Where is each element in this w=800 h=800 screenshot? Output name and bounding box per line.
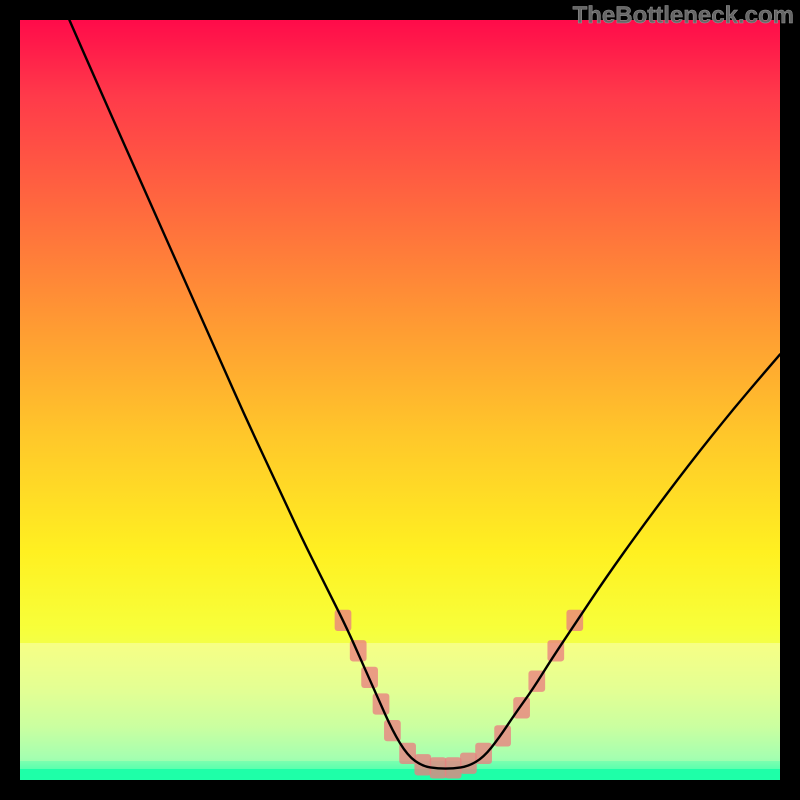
marker (566, 610, 583, 631)
marker (513, 697, 530, 718)
watermark-text: TheBottleneck.com (573, 2, 794, 30)
bottleneck-curve (69, 20, 780, 769)
marker (494, 725, 511, 746)
markers-group (335, 610, 584, 779)
plot-area (20, 20, 780, 780)
curve-layer (20, 20, 780, 780)
